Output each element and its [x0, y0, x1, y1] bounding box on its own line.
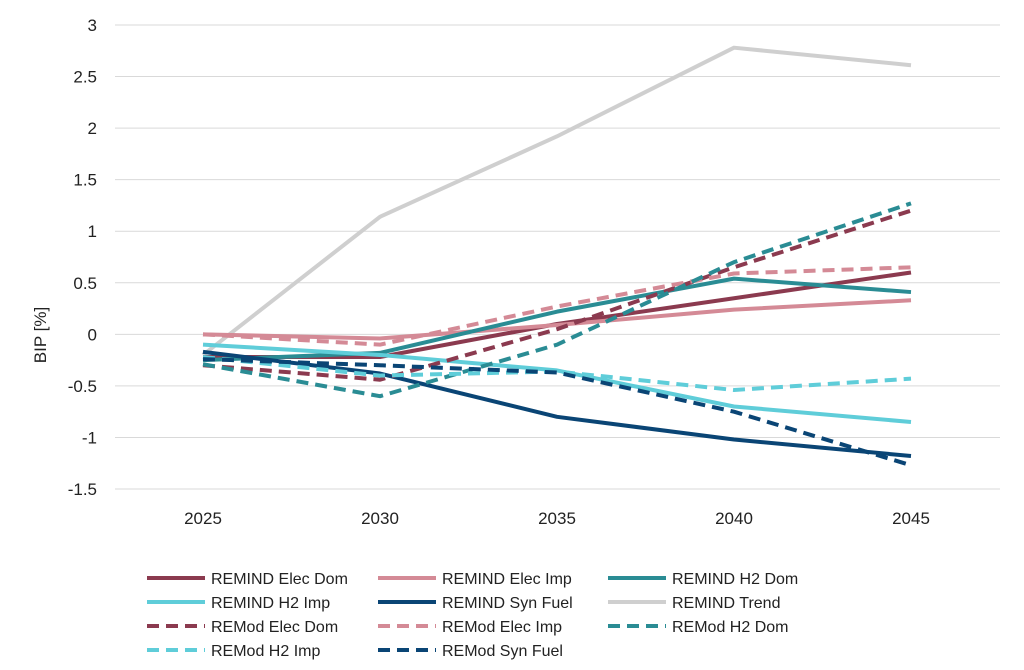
x-tick-label: 2030 [361, 509, 399, 528]
y-tick-label: -1.5 [68, 480, 97, 499]
legend-label: REMIND Elec Dom [211, 571, 348, 588]
x-tick-label: 2025 [184, 509, 222, 528]
legend-label: REMod Elec Imp [442, 619, 562, 636]
legend-label: REMIND Elec Imp [442, 571, 572, 588]
y-tick-label: -1 [82, 428, 97, 447]
x-tick-label: 2045 [892, 509, 930, 528]
legend-label: REMod Elec Dom [211, 619, 338, 636]
series-line-remind-h2-dom [202, 276, 912, 363]
y-axis-label: BIP [%] [31, 307, 50, 363]
y-tick-label: -0.5 [68, 377, 97, 396]
series-line-remod-elec-dom [202, 208, 912, 382]
legend-label: REMIND Syn Fuel [442, 595, 573, 612]
y-tick-label: 0.5 [73, 274, 97, 293]
series-line-remind-syn-fuel [202, 349, 912, 458]
legend-label: REMod H2 Imp [211, 643, 320, 660]
x-tick-label: 2035 [538, 509, 576, 528]
legend-label: REMIND H2 Dom [672, 571, 798, 588]
y-tick-label: 3 [88, 16, 97, 35]
series-line-remind-h2-imp [202, 342, 912, 424]
series-line-remod-syn-fuel [202, 357, 912, 468]
series-line-remind-trend [201, 45, 912, 357]
y-tick-label: 1 [88, 222, 97, 241]
series-lines [201, 45, 912, 468]
x-axis-tick-labels: 2025 2030 2035 2040 2045 [184, 509, 930, 528]
y-axis-tick-labels: 3 2.5 2 1.5 1 0.5 0 -0.5 -1 -1.5 [68, 16, 97, 499]
series-line-remod-h2-imp [202, 355, 912, 393]
series-line-remind-elec-imp [202, 298, 912, 341]
legend-label: REMIND Trend [672, 595, 780, 612]
series-line-remod-elec-imp [202, 265, 912, 347]
legend-label: REMod Syn Fuel [442, 643, 563, 660]
legend-label: REMIND H2 Imp [211, 595, 330, 612]
y-tick-label: 2 [88, 119, 97, 138]
series-line-remod-h2-dom [202, 201, 912, 399]
y-tick-label: 0 [88, 325, 97, 344]
legend: REMIND Elec Dom REMIND Elec Imp REMIND H2 … [147, 571, 798, 660]
y-tick-label: 1.5 [73, 171, 97, 190]
x-tick-label: 2040 [715, 509, 753, 528]
legend-label: REMod H2 Dom [672, 619, 788, 636]
y-tick-label: 2.5 [73, 68, 97, 87]
